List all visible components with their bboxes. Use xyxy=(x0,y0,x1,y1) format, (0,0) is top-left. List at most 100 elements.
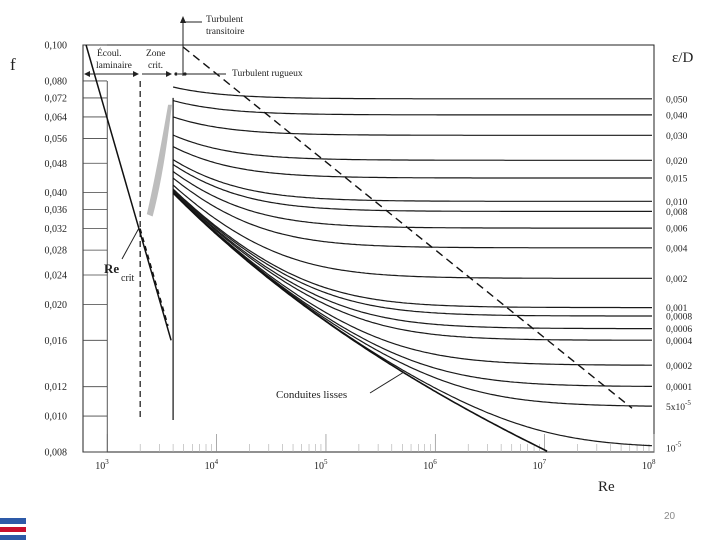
critical-label-top: Zone xyxy=(146,49,166,59)
roughness-label-17: 10-5 xyxy=(666,441,682,455)
re-crit-subscript: crit xyxy=(121,273,135,284)
x-tick-exp-2: 5 xyxy=(324,458,328,466)
x-tick-label-5: 108 xyxy=(642,458,656,472)
roughness-label-0: 0,050 xyxy=(666,95,688,105)
roughness-label-13: 0,0004 xyxy=(666,337,692,347)
x-tick-label-1: 104 xyxy=(205,458,219,472)
x-tick-label-0: 103 xyxy=(95,458,109,472)
roughness-value-1: 0,040 xyxy=(666,111,688,121)
re-crit-main: Re xyxy=(104,261,119,276)
critical-zone-band xyxy=(146,104,172,217)
roughness-label-8: 0,004 xyxy=(666,244,688,254)
roughness-label-1: 0,040 xyxy=(666,111,688,121)
x-tick-exp-0: 3 xyxy=(105,458,109,466)
roughness-exp-17: -5 xyxy=(676,441,682,449)
roughness-label-11: 0,0008 xyxy=(666,313,692,323)
bracket-markers xyxy=(84,16,187,77)
roughness-label-9: 0,002 xyxy=(666,275,688,285)
roughness-label-6: 0,008 xyxy=(666,208,688,218)
roughness-curve-9 xyxy=(172,184,652,279)
y-tick-label-8: 0,032 xyxy=(45,224,68,235)
re-crit-label: Re xyxy=(104,261,119,276)
right-axis-title: ε/D xyxy=(672,50,693,66)
x-tick-label-3: 106 xyxy=(423,458,437,472)
roughness-label-3: 0,020 xyxy=(666,157,688,167)
re-crit-pointer xyxy=(121,227,140,260)
roughness-curve-7 xyxy=(172,171,652,229)
transition-label-bottom: transitoire xyxy=(206,27,245,37)
x-tick-base-4: 10 xyxy=(533,461,543,472)
x-tick-base-1: 10 xyxy=(205,461,215,472)
roughness-label-7: 0,006 xyxy=(666,225,688,235)
grid xyxy=(83,44,655,453)
y-tick-label-2: 0,072 xyxy=(45,93,68,104)
roughness-curve-16 xyxy=(172,192,652,407)
y-axis-title: f xyxy=(10,55,16,74)
roughness-curve-4 xyxy=(172,146,652,179)
roughness-value-0: 0,050 xyxy=(666,95,688,105)
y-tick-label-6: 0,040 xyxy=(45,188,68,199)
roughness-value-13: 0,0004 xyxy=(666,337,692,347)
y-tick-label-3: 0,064 xyxy=(45,112,68,123)
x-tick-exp-3: 6 xyxy=(433,458,437,466)
y-tick-label-15: 0,008 xyxy=(45,448,68,459)
roughness-value-2: 0,030 xyxy=(666,132,688,142)
roughness-value-3: 0,020 xyxy=(666,157,688,167)
x-tick-base-3: 10 xyxy=(423,461,433,472)
roughness-curve-3 xyxy=(172,134,652,161)
y-tick-label-4: 0,056 xyxy=(45,134,68,145)
transition-label-top: Turbulent xyxy=(206,15,243,25)
roughness-curve-10 xyxy=(172,188,652,309)
y-tick-label-9: 0,028 xyxy=(45,246,68,257)
critical-label-bottom: crit. xyxy=(148,61,163,71)
x-tick-base-0: 10 xyxy=(95,461,105,472)
y-tick-label-7: 0,036 xyxy=(45,205,68,216)
y-axis: 0,100 0,080 0,072 0,064 0,056 0,048 0,040 0,036… xyxy=(45,41,68,459)
roughness-value-5: 0,010 xyxy=(666,198,688,208)
roughness-label-14: 0,0002 xyxy=(666,362,692,372)
roughness-curve-0 xyxy=(172,86,652,100)
roughness-curve-11 xyxy=(172,189,652,317)
roughness-value-9: 0,002 xyxy=(666,275,688,285)
x-tick-exp-4: 7 xyxy=(543,458,547,466)
roughness-exp-16: -5 xyxy=(685,399,691,407)
x-tick-base-2: 10 xyxy=(314,461,324,472)
roughness-curve-12 xyxy=(172,190,652,330)
logo-stripes xyxy=(0,518,26,540)
roughness-curve-13 xyxy=(172,190,652,341)
rough-boundary-line xyxy=(182,46,633,409)
roughness-curves xyxy=(172,86,653,452)
roughness-value-11: 0,0008 xyxy=(666,313,692,323)
page-number: 20 xyxy=(664,511,676,522)
roughness-value-4: 0,015 xyxy=(666,175,688,185)
roughness-curve-8 xyxy=(172,177,652,249)
roughness-label-15: 0,0001 xyxy=(666,383,692,393)
x-axis: 103 104 105 106 107 108 xyxy=(95,458,656,472)
boundary-lines xyxy=(85,44,633,420)
y-tick-label-14: 0,010 xyxy=(45,412,68,423)
y-tick-label-1: 0,080 xyxy=(45,76,68,87)
y-tick-label-13: 0,012 xyxy=(45,382,68,393)
roughness-curve-1 xyxy=(172,100,652,116)
laminar-label-top: Écoul. xyxy=(97,47,122,59)
roughness-label-2: 0,030 xyxy=(666,132,688,142)
roughness-label-10: 0,001 xyxy=(666,304,688,314)
y-tick-label-10: 0,024 xyxy=(45,270,68,281)
roughness-value-10: 0,001 xyxy=(666,304,688,314)
roughness-value-16: 5x10 xyxy=(666,403,685,413)
x-tick-label-4: 107 xyxy=(533,458,547,472)
x-tick-exp-5: 8 xyxy=(652,458,656,466)
y-tick-label-0: 0,100 xyxy=(45,41,68,52)
roughness-value-17: 10 xyxy=(666,445,676,455)
rough-label: Turbulent rugueux xyxy=(232,69,303,79)
roughness-value-8: 0,004 xyxy=(666,244,688,254)
roughness-label-16: 5x10-5 xyxy=(666,399,691,413)
roughness-value-14: 0,0002 xyxy=(666,362,692,372)
roughness-label-4: 0,015 xyxy=(666,175,688,185)
roughness-curve-6 xyxy=(172,164,652,212)
x-tick-exp-1: 4 xyxy=(215,458,219,466)
laminar-extension xyxy=(139,228,169,327)
y-tick-label-11: 0,020 xyxy=(45,300,68,311)
x-tick-base-5: 10 xyxy=(642,461,652,472)
